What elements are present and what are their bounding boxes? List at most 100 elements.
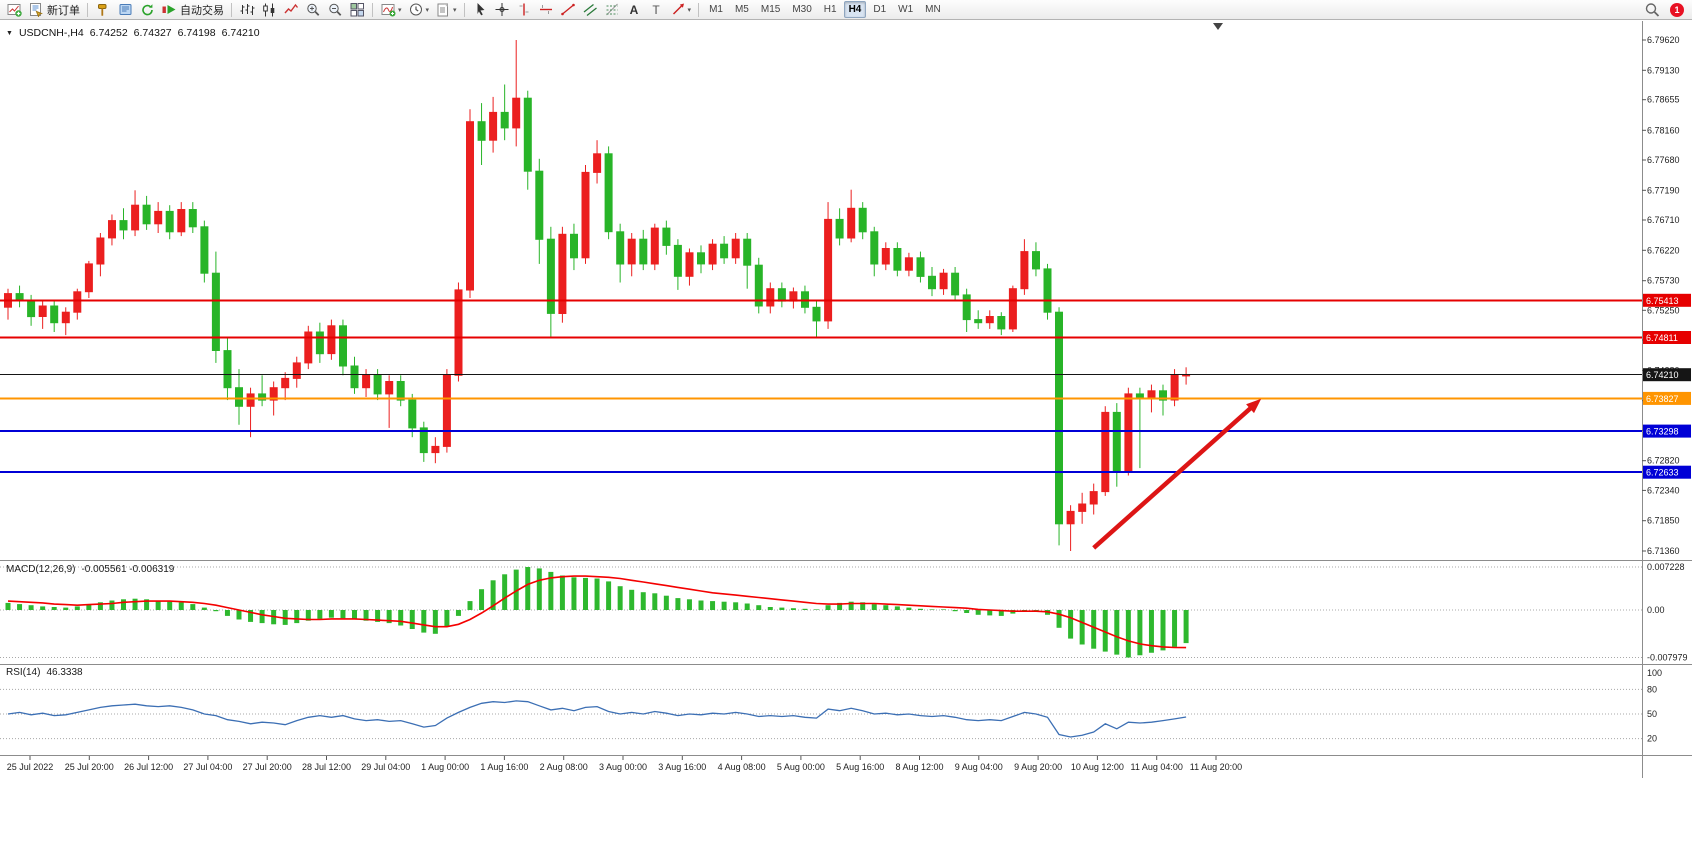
indicators-button[interactable]: ▾	[377, 0, 405, 19]
timeframe-d1-button[interactable]: D1	[873, 4, 887, 15]
trend-arrow[interactable]	[1092, 402, 1257, 550]
trend-arrow-head[interactable]	[1246, 398, 1262, 414]
rsi-line	[7, 700, 1187, 738]
autotrade-button[interactable]: 自动交易	[158, 0, 227, 19]
collapse-marker-icon[interactable]: ▼	[6, 29, 13, 37]
trendline-button[interactable]	[557, 0, 579, 19]
new-order-button[interactable]: 新订单	[25, 0, 83, 19]
chart-title: ▼ USDCNH-,H4 6.74252 6.74327 6.74198 6.7…	[6, 27, 260, 39]
candle-body	[916, 257, 925, 277]
horizontal-line-icon	[539, 5, 552, 14]
rsi-axis-label: 100	[1647, 668, 1662, 678]
candle-body	[685, 252, 694, 277]
fibonacci-button[interactable]	[601, 0, 623, 19]
time-tick-label: 5 Aug 16:00	[836, 762, 884, 772]
candle-chart-button[interactable]	[258, 0, 280, 19]
timeframe-mn-button[interactable]: MN	[925, 4, 941, 15]
zoom-out-button[interactable]	[324, 0, 346, 19]
candle-body	[84, 263, 93, 293]
macd-axis-label: -0.007979	[1647, 653, 1688, 663]
ohlc-close: 6.74210	[221, 27, 260, 39]
candle-body	[1124, 393, 1133, 472]
zoom-in-button[interactable]	[302, 0, 324, 19]
hammer-icon	[98, 4, 107, 16]
new-order-label: 新订单	[47, 4, 80, 17]
candle-body	[639, 238, 648, 265]
candle-body	[108, 220, 116, 239]
bar-chart-button[interactable]	[236, 0, 258, 19]
time-tick-label: 10 Aug 12:00	[1071, 762, 1124, 772]
timeframe-m5-button[interactable]: M5	[734, 4, 749, 15]
svg-text:T: T	[652, 3, 660, 17]
time-tick-label: 9 Aug 04:00	[955, 762, 1003, 772]
new-chart-button[interactable]	[3, 0, 25, 19]
timeframe-w1-button[interactable]: W1	[898, 4, 914, 15]
candle-body	[627, 238, 636, 265]
chevron-down-icon: ▾	[453, 6, 457, 14]
toolbar-right-group: 1	[1641, 0, 1689, 19]
refresh-button[interactable]	[136, 0, 158, 19]
timeframe-h4-button[interactable]: H4	[843, 1, 867, 18]
candle-body	[281, 377, 290, 389]
toolbar-separator	[231, 2, 232, 17]
candle-body	[893, 248, 902, 271]
hammer-button[interactable]	[92, 0, 114, 19]
candle-body	[339, 325, 347, 367]
candle-body	[870, 231, 879, 265]
candle-body	[235, 387, 243, 407]
candle-body	[939, 272, 948, 290]
candle-body	[38, 305, 47, 317]
time-tick-label: 28 Jul 12:00	[302, 762, 351, 772]
channel-button[interactable]	[579, 0, 601, 19]
symbol-search-icon	[1645, 3, 1660, 17]
chart-shift-marker[interactable]	[1213, 23, 1223, 30]
arrows-button[interactable]: ▾	[667, 0, 695, 19]
cursor-button[interactable]	[469, 0, 491, 19]
horizontal-line-button[interactable]	[535, 0, 557, 19]
price-badge	[1643, 368, 1691, 382]
price-tick-label: 6.79620	[1647, 35, 1680, 45]
time-tick-label: 1 Aug 16:00	[480, 762, 528, 772]
text-icon: A	[629, 3, 638, 17]
text-button[interactable]: A	[623, 0, 645, 19]
timeframe-m15-button[interactable]: M15	[760, 4, 781, 15]
candle-body	[824, 218, 833, 322]
indicators-icon	[381, 4, 396, 17]
candle-body	[61, 311, 70, 324]
candle-body	[708, 243, 717, 265]
time-tick-label: 2 Aug 08:00	[540, 762, 588, 772]
templates-button[interactable]: ▾	[432, 0, 460, 19]
candle-body	[246, 393, 255, 407]
macd-signal-line	[7, 575, 1187, 649]
candle-body	[974, 319, 983, 324]
new-order-icon	[30, 3, 43, 17]
price-badge-label: 6.73298	[1646, 427, 1679, 437]
notification-badge[interactable]: 1	[1670, 2, 1684, 17]
candle-body	[951, 272, 960, 296]
crosshair-button[interactable]	[491, 0, 513, 19]
candle-body	[835, 218, 844, 239]
price-tick-label: 6.76710	[1647, 215, 1680, 225]
candle-body	[1101, 411, 1110, 493]
candle-body	[489, 111, 498, 141]
timeframe-m30-button[interactable]: M30	[792, 4, 812, 15]
vertical-line-button[interactable]	[513, 0, 535, 19]
candle-body	[269, 387, 278, 401]
timeframe-m1-button[interactable]: M1	[709, 4, 723, 15]
text-label-button[interactable]: T	[645, 0, 667, 19]
line-chart-button[interactable]	[280, 0, 302, 19]
time-tick-label: 27 Jul 04:00	[183, 762, 232, 772]
channel-icon	[583, 3, 597, 17]
candle-body	[327, 325, 336, 355]
candle-chart-icon	[263, 3, 275, 17]
timeframe-h1-button[interactable]: H1	[823, 4, 837, 15]
tile-windows-button[interactable]	[346, 0, 368, 19]
scripts-button[interactable]	[114, 0, 136, 19]
candle-body	[292, 362, 301, 379]
candle-body	[50, 305, 59, 324]
symbol-search-button[interactable]	[1641, 0, 1663, 19]
candle-body	[904, 257, 913, 271]
periods-button[interactable]: ▾	[405, 0, 433, 19]
